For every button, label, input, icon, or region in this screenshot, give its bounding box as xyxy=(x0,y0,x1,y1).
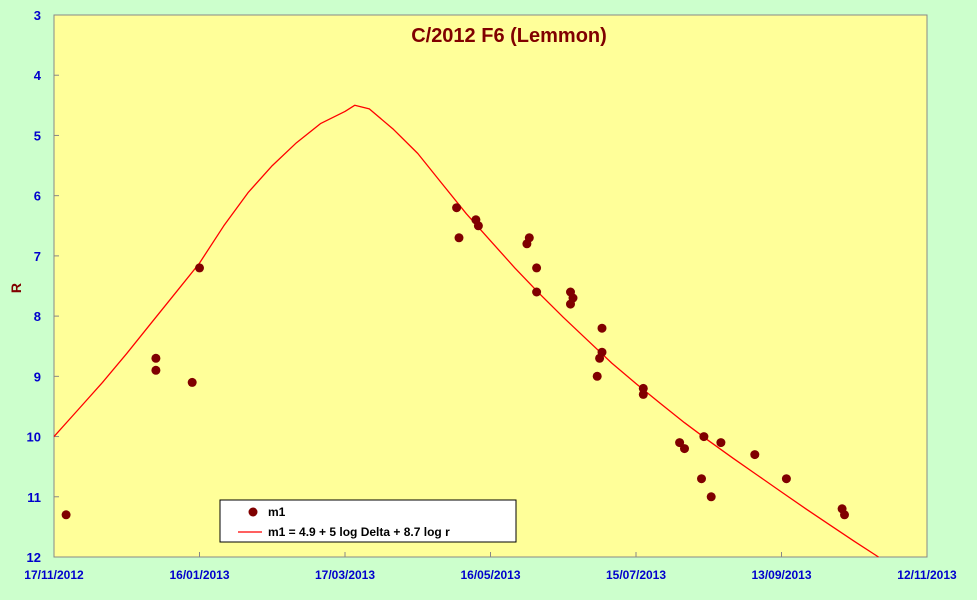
data-point xyxy=(187,377,197,387)
data-point xyxy=(699,432,709,442)
data-point xyxy=(61,510,71,520)
y-tick-label: 5 xyxy=(34,128,41,143)
y-tick-label: 10 xyxy=(27,430,41,445)
data-points-layer xyxy=(61,203,849,520)
data-point xyxy=(524,233,534,243)
data-point xyxy=(532,287,542,297)
data-point xyxy=(840,510,849,520)
legend-marker-m1 xyxy=(248,507,258,517)
y-tick-label: 8 xyxy=(34,309,41,324)
x-tick-label: 16/01/2013 xyxy=(169,568,229,582)
y-axis-label: R xyxy=(8,283,24,293)
data-point xyxy=(592,371,602,381)
x-axis-ticks: 17/11/2012 16/01/2013 17/03/2013 16/05/2013… xyxy=(24,552,957,582)
x-tick-label: 12/11/2013 xyxy=(897,568,957,582)
data-point xyxy=(680,444,689,454)
x-tick-label: 17/11/2012 xyxy=(24,568,84,582)
x-tick-label: 13/09/2013 xyxy=(751,568,811,582)
y-tick-label: 3 xyxy=(34,8,41,23)
legend-box xyxy=(219,499,517,543)
data-point xyxy=(750,450,760,460)
y-tick-label: 9 xyxy=(34,369,41,384)
data-point xyxy=(597,347,607,357)
data-point xyxy=(195,263,204,273)
x-tick-label: 16/05/2013 xyxy=(460,568,520,582)
legend-label-m1: m1 xyxy=(268,505,286,519)
data-point xyxy=(706,492,716,502)
plot-area xyxy=(53,14,928,558)
data-point xyxy=(151,353,161,363)
y-tick-label: 4 xyxy=(34,68,42,83)
chart-title: C/2012 F6 (Lemmon) xyxy=(411,25,607,47)
data-point xyxy=(675,438,685,448)
data-point xyxy=(716,438,726,448)
data-point xyxy=(568,293,578,303)
data-point xyxy=(452,203,462,213)
y-tick-label: 12 xyxy=(27,550,41,565)
x-tick-label: 17/03/2013 xyxy=(315,568,375,582)
y-tick-label: 7 xyxy=(34,249,41,264)
data-point xyxy=(638,389,648,399)
data-point xyxy=(697,474,706,484)
data-point xyxy=(151,365,161,375)
data-point xyxy=(781,474,791,484)
legend-label-fit: m1 = 4.9 + 5 log Delta + 8.7 log r xyxy=(268,525,450,539)
legend: m1 m1 = 4.9 + 5 log Delta + 8.7 log r xyxy=(219,499,517,543)
data-point xyxy=(473,221,483,231)
data-point xyxy=(454,233,464,243)
y-tick-label: 6 xyxy=(34,189,41,204)
x-tick-label: 15/07/2013 xyxy=(606,568,666,582)
data-point xyxy=(532,263,542,273)
y-tick-label: 11 xyxy=(27,490,41,505)
data-point xyxy=(597,323,607,333)
